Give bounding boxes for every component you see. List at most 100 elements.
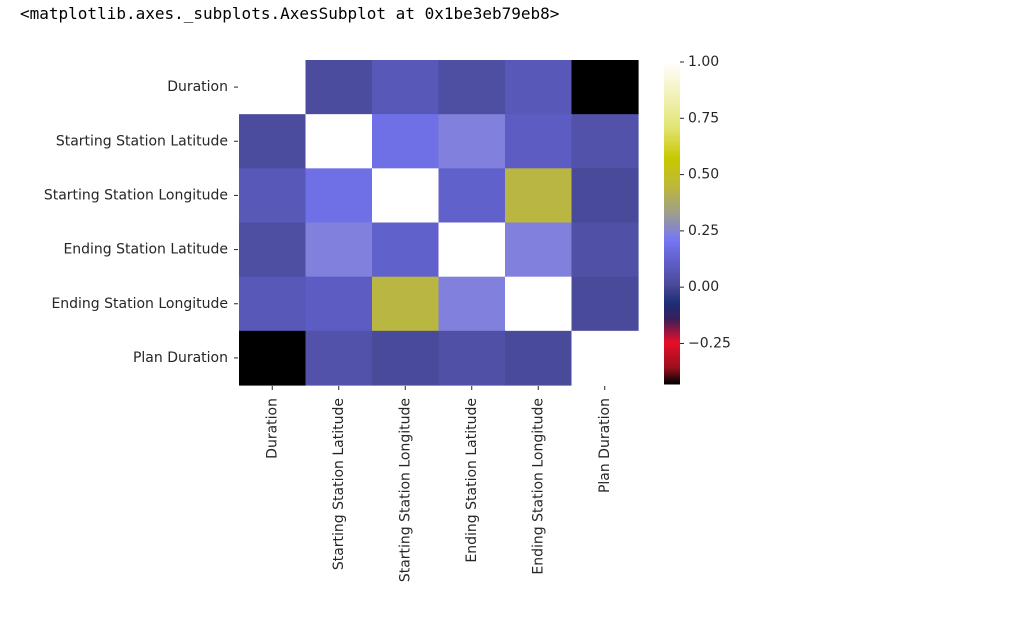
heatmap-cell-2-0 (239, 168, 307, 224)
colorbar-slice (664, 241, 680, 244)
colorbar-slice (664, 227, 680, 230)
colorbar-slice (664, 309, 680, 313)
colorbar-slice (664, 287, 680, 290)
colorbar-slice (664, 343, 680, 347)
colorbar-slice (664, 160, 680, 164)
y-tick-label-starting-station-latitude: Starting Station Latitude (56, 133, 228, 149)
colorbar-tick-label: −0.25 (688, 335, 731, 351)
heatmap-cell-5-1 (305, 330, 373, 386)
colorbar-slice (664, 78, 680, 81)
colorbar-slice (664, 150, 680, 154)
colorbar-slice (664, 98, 680, 101)
colorbar-slice (664, 62, 680, 65)
colorbar-slice (664, 80, 680, 83)
colorbar-slice (664, 381, 680, 385)
colorbar-slice (664, 206, 680, 210)
x-tick-label-starting-station-latitude: Starting Station Latitude (331, 398, 347, 570)
colorbar-slice (664, 345, 680, 349)
heatmap-cell-3-5 (571, 222, 639, 278)
colorbar-slice (664, 64, 680, 67)
heatmap-cell-5-5 (571, 330, 639, 386)
colorbar-slice (664, 335, 680, 339)
colorbar-slice (664, 267, 680, 270)
colorbar-tick-label: 0.50 (688, 167, 719, 183)
heatmap-cell-4-5 (571, 276, 639, 332)
colorbar-slice (664, 259, 680, 262)
colorbar-slice (664, 90, 680, 93)
colorbar-slice (664, 333, 680, 337)
colorbar-slice (664, 235, 680, 238)
colorbar-slice (664, 265, 680, 268)
colorbar-slice (664, 349, 680, 353)
colorbar-slice (664, 166, 680, 170)
colorbar-slice (664, 100, 680, 103)
colorbar-slice (664, 174, 680, 178)
colorbar-slice (664, 367, 680, 371)
colorbar-slice (664, 192, 680, 196)
colorbar-slice (664, 130, 680, 133)
colorbar-slice (664, 154, 680, 158)
colorbar-slice (664, 283, 680, 286)
colorbar-slice (664, 323, 680, 327)
colorbar-slice (664, 357, 680, 361)
colorbar-slice (664, 369, 680, 373)
colorbar-slice (664, 88, 680, 91)
colorbar-slice (664, 379, 680, 383)
colorbar-slice (664, 329, 680, 333)
colorbar-slice (664, 225, 680, 228)
heatmap-cell-2-3 (438, 168, 506, 224)
colorbar-slice (664, 108, 680, 111)
colorbar-slice (664, 281, 680, 284)
cell-output-repr: <matplotlib.axes._subplots.AxesSubplot a… (20, 4, 560, 23)
colorbar-slice (664, 239, 680, 242)
colorbar-slice (664, 178, 680, 182)
colorbar-slice (664, 339, 680, 343)
colorbar-slice (664, 72, 680, 75)
colorbar-slice (664, 142, 680, 146)
colorbar-slice (664, 136, 680, 139)
colorbar-slice (664, 327, 680, 331)
colorbar-slice (664, 269, 680, 272)
colorbar-slice (664, 363, 680, 367)
colorbar-slice (664, 297, 680, 300)
colorbar-slice (664, 373, 680, 377)
heatmap-cell-0-2 (372, 60, 440, 115)
colorbar-slice (664, 164, 680, 168)
colorbar-slice (664, 186, 680, 190)
colorbar-slice (664, 82, 680, 85)
colorbar-slice (664, 158, 680, 162)
colorbar-slice (664, 313, 680, 317)
colorbar-slice (664, 162, 680, 166)
colorbar-slice (664, 303, 680, 307)
heatmap-cell-3-3 (438, 222, 506, 278)
colorbar-slice (664, 96, 680, 99)
colorbar-slice (664, 307, 680, 311)
colorbar-slice (664, 112, 680, 115)
colorbar-slice (664, 118, 680, 121)
colorbar-slice (664, 188, 680, 192)
x-tick-label-plan-duration: Plan Duration (597, 398, 613, 493)
heatmap-cell-5-3 (438, 330, 506, 386)
colorbar-slice (664, 180, 680, 184)
heatmap-cell-3-2 (372, 222, 440, 278)
colorbar-slice (664, 220, 680, 224)
heatmap-cell-1-1 (305, 114, 373, 169)
colorbar-slice (664, 331, 680, 335)
colorbar-slice (664, 110, 680, 113)
colorbar-slice (664, 74, 680, 77)
colorbar-slice (664, 124, 680, 127)
colorbar-slice (664, 148, 680, 152)
colorbar-slice (664, 273, 680, 276)
colorbar-slice (664, 196, 680, 200)
colorbar-slice (664, 263, 680, 266)
colorbar-slice (664, 146, 680, 150)
y-tick-label-duration: Duration (167, 79, 228, 95)
heatmap-cell-2-5 (571, 168, 639, 224)
colorbar-slice (664, 337, 680, 341)
heatmap-cell-0-0 (239, 60, 307, 115)
colorbar-slice (664, 351, 680, 355)
colorbar-slice (664, 247, 680, 250)
colorbar-slice (664, 253, 680, 256)
colorbar-slice (664, 289, 680, 292)
